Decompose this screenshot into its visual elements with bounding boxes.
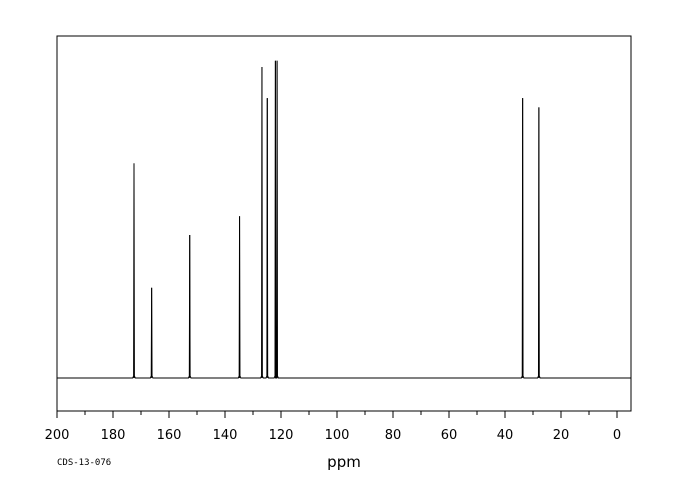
x-tick-label: 180: [101, 428, 126, 443]
x-tick-label: 60: [441, 428, 458, 443]
x-axis-tick-labels: 200 180 160 140 120 100 80 60 40 20 0: [45, 428, 622, 443]
x-tick-label: 100: [325, 428, 350, 443]
x-axis-ticks: [56, 411, 618, 418]
sample-code: CDS-13-076: [57, 458, 111, 468]
x-tick-label: 140: [213, 428, 238, 443]
x-tick-label: 200: [45, 428, 70, 443]
peak-markers: [133, 60, 540, 378]
x-tick-label: 0: [613, 428, 621, 443]
x-tick-label: 80: [385, 428, 402, 443]
x-axis-title: ppm: [327, 453, 361, 471]
x-tick-label: 160: [157, 428, 182, 443]
x-tick-label: 40: [497, 428, 514, 443]
plot-frame: [56, 35, 632, 412]
x-tick-label: 20: [553, 428, 570, 443]
spectrum-trace: [57, 60, 631, 379]
x-tick-label: 120: [269, 428, 294, 443]
